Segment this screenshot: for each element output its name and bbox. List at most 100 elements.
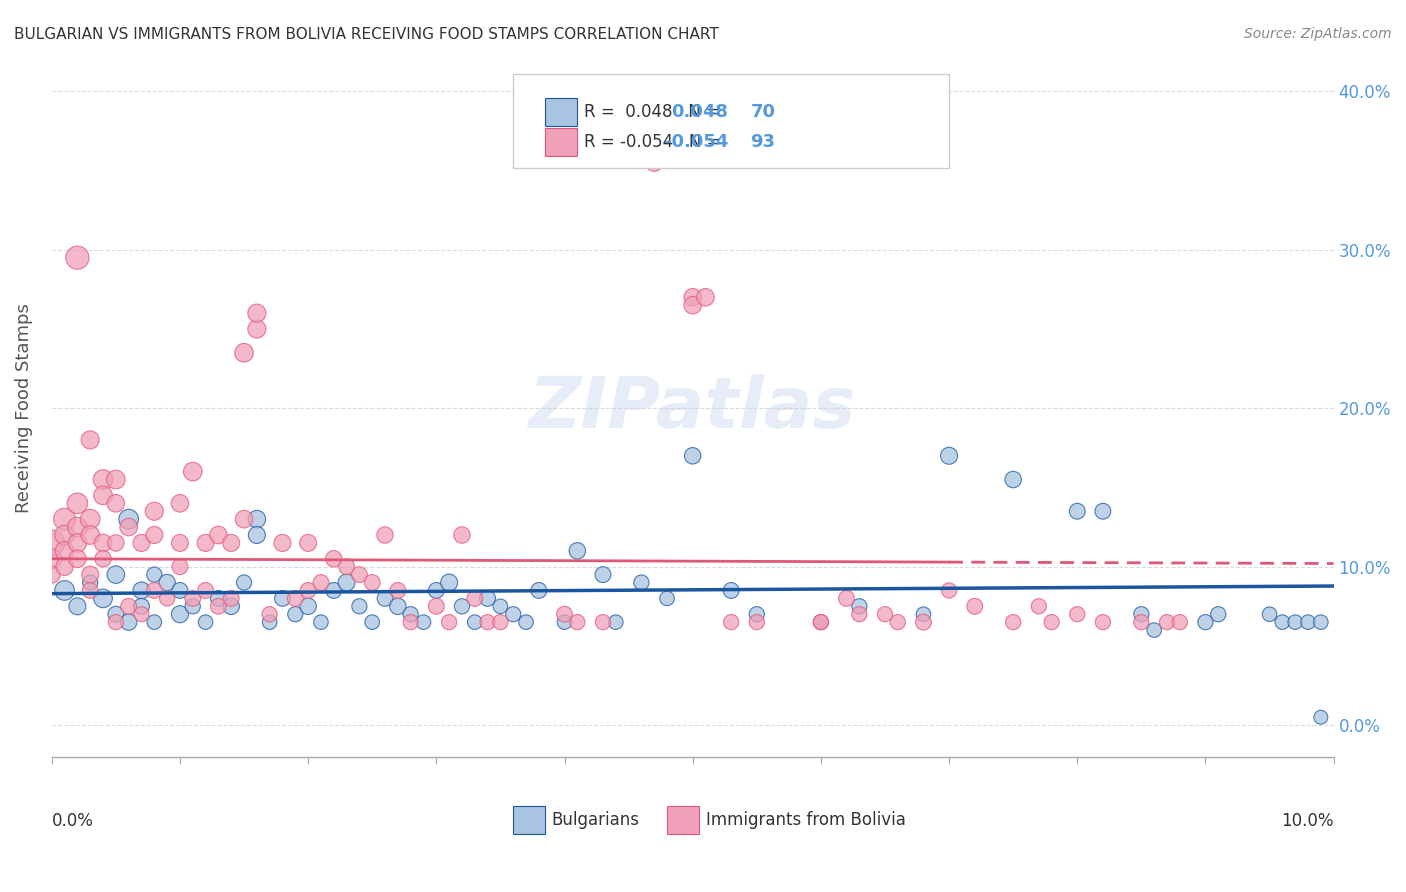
Point	[259, 607, 281, 622]
Point	[259, 615, 281, 629]
Y-axis label: Receiving Food Stamps: Receiving Food Stamps	[15, 303, 32, 513]
Point	[873, 607, 896, 622]
Point	[66, 251, 89, 265]
Point	[745, 607, 768, 622]
Point	[169, 536, 191, 550]
Text: 93: 93	[751, 133, 775, 151]
Point	[1194, 615, 1216, 629]
Point	[118, 599, 141, 614]
Point	[643, 155, 665, 169]
Point	[118, 512, 141, 526]
Point	[91, 591, 114, 606]
Point	[104, 615, 127, 629]
Point	[271, 591, 294, 606]
Text: R =  0.048   N =: R = 0.048 N =	[583, 103, 725, 120]
Point	[655, 591, 678, 606]
Point	[322, 583, 344, 598]
Point	[810, 615, 832, 629]
Point	[246, 528, 269, 542]
Point	[104, 567, 127, 582]
Point	[169, 496, 191, 510]
Point	[66, 536, 89, 550]
Point	[66, 551, 89, 566]
Point	[810, 615, 832, 629]
Point	[527, 583, 550, 598]
Point	[938, 449, 960, 463]
Point	[91, 473, 114, 487]
Point	[104, 496, 127, 510]
Point	[53, 559, 76, 574]
FancyBboxPatch shape	[513, 73, 949, 168]
Point	[592, 567, 614, 582]
Point	[477, 591, 499, 606]
Point	[207, 528, 229, 542]
Point	[118, 520, 141, 534]
Text: -0.054: -0.054	[665, 133, 728, 151]
Point	[194, 615, 217, 629]
Point	[233, 575, 256, 590]
Point	[1284, 615, 1306, 629]
Point	[1168, 615, 1191, 629]
FancyBboxPatch shape	[546, 98, 578, 126]
Point	[207, 591, 229, 606]
Point	[1309, 615, 1331, 629]
Point	[592, 615, 614, 629]
Point	[437, 615, 460, 629]
Point	[1130, 607, 1153, 622]
Point	[553, 607, 575, 622]
Point	[309, 575, 332, 590]
Point	[605, 615, 627, 629]
Point	[79, 433, 101, 447]
Point	[1143, 623, 1166, 637]
Point	[810, 615, 832, 629]
Point	[131, 607, 153, 622]
Point	[233, 345, 256, 359]
Point	[143, 583, 166, 598]
Text: Immigrants from Bolivia: Immigrants from Bolivia	[706, 811, 905, 829]
Point	[79, 583, 101, 598]
Point	[1066, 607, 1088, 622]
Point	[963, 599, 986, 614]
Point	[181, 465, 204, 479]
Point	[477, 615, 499, 629]
Point	[502, 607, 524, 622]
Point	[53, 512, 76, 526]
Point	[104, 536, 127, 550]
Point	[219, 599, 242, 614]
Point	[169, 583, 191, 598]
Point	[1002, 473, 1025, 487]
Text: 0.0%: 0.0%	[52, 813, 94, 830]
FancyBboxPatch shape	[513, 805, 546, 833]
Point	[745, 615, 768, 629]
Point	[79, 575, 101, 590]
Point	[131, 599, 153, 614]
Point	[104, 473, 127, 487]
Point	[682, 449, 704, 463]
Point	[835, 591, 858, 606]
Point	[682, 298, 704, 312]
Point	[489, 615, 512, 629]
Point	[131, 583, 153, 598]
Point	[1066, 504, 1088, 518]
Point	[912, 607, 935, 622]
Point	[567, 615, 589, 629]
Point	[437, 575, 460, 590]
Point	[425, 599, 447, 614]
Point	[361, 575, 384, 590]
Point	[91, 551, 114, 566]
Point	[271, 536, 294, 550]
Point	[515, 615, 537, 629]
Point	[1028, 599, 1050, 614]
Point	[1206, 607, 1229, 622]
Point	[118, 615, 141, 629]
Point	[630, 575, 652, 590]
Point	[1309, 710, 1331, 724]
Text: ZIPatlas: ZIPatlas	[529, 374, 856, 442]
Point	[181, 591, 204, 606]
Text: Source: ZipAtlas.com: Source: ZipAtlas.com	[1244, 27, 1392, 41]
Point	[464, 591, 486, 606]
Point	[387, 599, 409, 614]
Point	[399, 607, 422, 622]
Point	[104, 607, 127, 622]
Point	[309, 615, 332, 629]
